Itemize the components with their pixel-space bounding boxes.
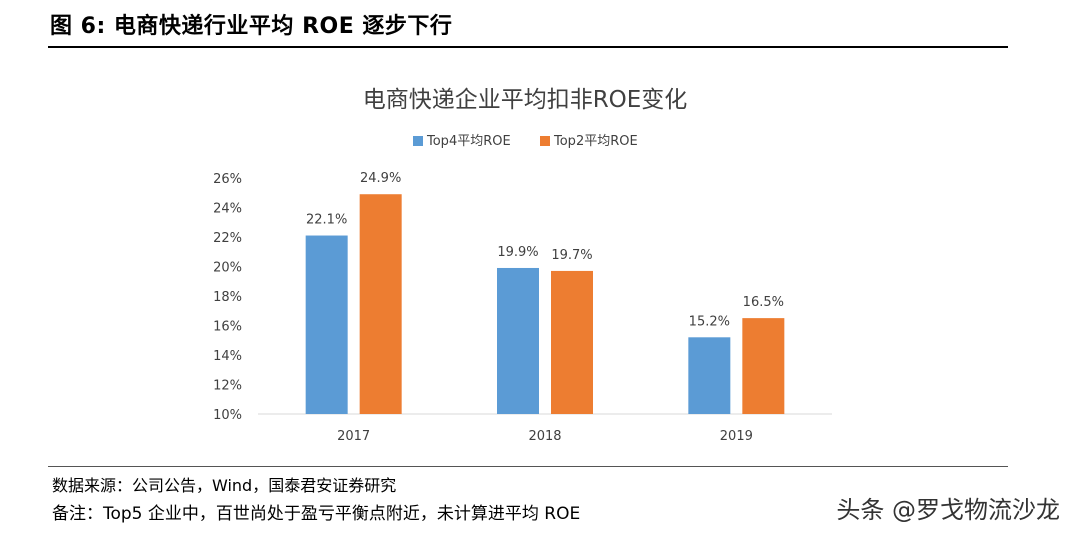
y-tick-label: 14% [213, 349, 242, 364]
x-tick-label: 2019 [720, 429, 753, 444]
data-label: 16.5% [743, 295, 784, 310]
figure-title: 图 6: 电商快递行业平均 ROE 逐步下行 [50, 14, 453, 39]
legend: Top4平均ROE Top2平均ROE [413, 134, 638, 149]
bar-top4 [305, 235, 348, 414]
bar-top2 [551, 270, 593, 414]
bar-top2 [742, 318, 785, 414]
data-label: 24.9% [360, 171, 401, 186]
bar-top4 [688, 337, 731, 414]
chart-title: 电商快递企业平均扣非ROE变化 [363, 87, 688, 113]
y-tick-label: 24% [213, 202, 242, 217]
legend-label-top2: Top2平均ROE [553, 134, 638, 149]
data-label: 22.1% [306, 213, 347, 228]
x-tick-label: 2017 [337, 429, 370, 444]
y-tick-label: 16% [213, 320, 242, 335]
bar-top4 [497, 267, 539, 414]
y-tick-label: 12% [213, 379, 242, 394]
legend-swatch-top4 [413, 136, 423, 146]
remark-note: 备注：Top5 企业中，百世尚处于盈亏平衡点附近，未计算进平均 ROE [52, 504, 581, 524]
data-label: 15.2% [689, 314, 730, 329]
footer-rule [48, 466, 1008, 467]
source-note: 数据来源：公司公告，Wind，国泰君安证券研究 [52, 476, 397, 495]
y-tick-label: 20% [213, 261, 242, 276]
y-tick-label: 18% [213, 290, 242, 305]
legend-label-top4: Top4平均ROE [426, 134, 511, 149]
watermark: 头条 @罗戈物流沙龙 [836, 496, 1060, 524]
bar-top2 [359, 194, 402, 414]
legend-swatch-top2 [540, 136, 550, 146]
data-label: 19.9% [497, 245, 538, 260]
plot-area: 10% 12% 14% 16% 18% 20% 22% 24% 26% 22.1% 24.9% 201… [213, 171, 832, 444]
x-tick-label: 2018 [528, 429, 561, 444]
header-rule [48, 46, 1008, 48]
y-tick-label: 22% [213, 231, 242, 246]
y-tick-label: 26% [213, 172, 242, 187]
y-tick-label: 10% [213, 408, 242, 423]
data-label: 19.7% [551, 248, 592, 263]
